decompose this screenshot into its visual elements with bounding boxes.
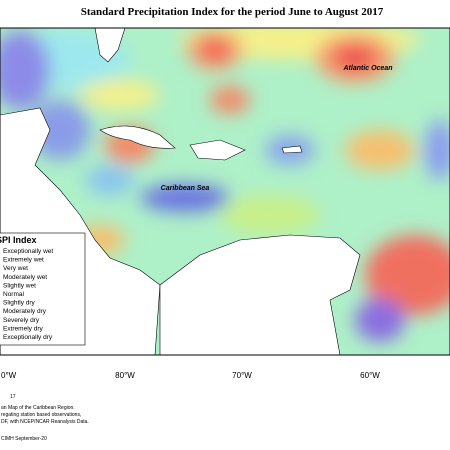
legend-title: SPI Index xyxy=(0,235,37,245)
map-title: Standard Precipitation Index for the per… xyxy=(81,6,384,18)
footer-text: regating station based observations, xyxy=(1,412,81,418)
legend-item: Normal xyxy=(3,291,25,298)
footer-text: an Map of the Caribbean Region. xyxy=(1,405,75,411)
axis-label: 80°W xyxy=(115,371,135,380)
legend-item: Severely dry xyxy=(3,317,40,324)
legend-item: Extremely dry xyxy=(3,325,43,332)
axis-label: 70°W xyxy=(232,371,252,380)
legend-item: Exceptionally dry xyxy=(3,334,53,341)
footer-text: CIMH September-20 xyxy=(1,436,47,442)
axis-label: 0°W xyxy=(1,371,17,380)
legend-item: Extremely wet xyxy=(3,257,44,264)
footer-text: 17 xyxy=(10,394,16,400)
ocean-label: Atlantic Ocean xyxy=(342,65,392,72)
footer-text: DF, with NCEP/NCAR Reanalysis Data. xyxy=(1,419,89,425)
legend-item: Slightly dry xyxy=(3,300,36,307)
legend-item: Very wet xyxy=(3,265,28,272)
sea-label: Caribbean Sea xyxy=(161,185,210,192)
legend-box xyxy=(0,232,86,346)
legend-item: Slightly wet xyxy=(3,282,36,289)
legend-item: Exceptionally wet xyxy=(3,248,53,255)
legend-item: Moderately wet xyxy=(3,274,47,281)
legend: SPI Index Exceptionally wet Extremely wet… xyxy=(0,232,86,346)
legend-item: Moderately dry xyxy=(3,308,47,315)
axis-label: 60°W xyxy=(360,371,380,380)
map-frame xyxy=(0,27,450,356)
